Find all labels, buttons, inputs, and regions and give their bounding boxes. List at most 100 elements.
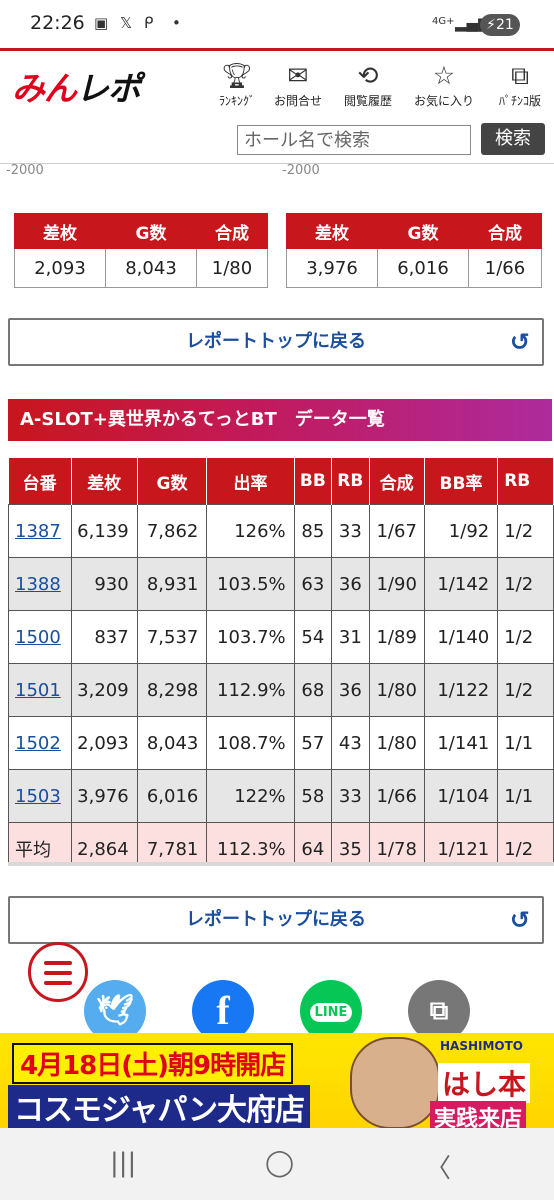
hall-search-input[interactable] xyxy=(237,125,471,155)
return-icon: ↺ xyxy=(509,328,530,356)
machine-number-cell[interactable]: 1503 xyxy=(8,769,72,823)
bb-cell: 63 xyxy=(293,557,333,611)
ad-person-image xyxy=(350,1037,440,1128)
bb-rate-cell: 1/104 xyxy=(423,769,499,823)
rate-cell: 112.9% xyxy=(206,663,295,717)
rb-cell: 33 xyxy=(331,504,370,558)
status-time: 22:26 xyxy=(30,12,85,34)
bb-cell: 57 xyxy=(293,716,333,770)
column-header: BB率 xyxy=(424,458,499,505)
machine-link[interactable]: 1503 xyxy=(15,785,61,807)
summary-value: 8,043 xyxy=(105,248,197,288)
machine-number-cell[interactable]: 1502 xyxy=(8,716,72,770)
summary-table-1502: 差枚 G数 合成 2,093 8,043 1/80 xyxy=(14,213,268,288)
report-top-label: レポートトップに戻る xyxy=(186,909,366,930)
machine-number-cell[interactable]: 1500 xyxy=(8,610,72,664)
rb-rate-cell: 1/2 xyxy=(497,663,554,717)
games-cell: 8,298 xyxy=(136,663,208,717)
chart-axis-label: -2000 xyxy=(282,163,320,178)
summary-header: 差枚 xyxy=(286,213,378,249)
bb-rate-cell: 1/92 xyxy=(423,504,499,558)
rb-rate-cell: 1/2 xyxy=(497,822,554,862)
summary-value: 3,976 xyxy=(286,248,378,288)
combined-cell: 1/90 xyxy=(368,557,425,611)
rb-rate-cell: 1/1 xyxy=(497,769,554,823)
nav-ranking[interactable]: 🏆︎ ﾗﾝｷﾝｸﾞ xyxy=(205,62,269,109)
machine-number-cell[interactable]: 1387 xyxy=(8,504,72,558)
column-header: 出率 xyxy=(206,458,295,505)
column-header: RB xyxy=(331,458,370,505)
back-icon[interactable]: 〈 xyxy=(425,1154,452,1184)
rate-cell: 112.3% xyxy=(206,822,295,862)
x-icon: 𝕏 xyxy=(120,14,133,32)
average-label: 平均 xyxy=(8,822,72,862)
machine-link[interactable]: 1500 xyxy=(15,626,61,648)
chart-axis-label: -2000 xyxy=(6,163,44,178)
horizontal-scrollbar[interactable] xyxy=(8,862,554,866)
section-title: A-SLOT+異世界かるてっとBT データ一覧 xyxy=(8,399,552,441)
star-icon: ☆ xyxy=(432,61,456,90)
column-header: BB xyxy=(294,458,333,505)
machine-data-table: 台番 差枚 G数 出率 BB RB 合成 BB率 RB 1387 6,139 7… xyxy=(8,458,554,862)
nav-history[interactable]: ⟲ 閲覧履歴 xyxy=(336,62,400,109)
games-cell: 8,931 xyxy=(136,557,208,611)
rate-cell: 103.5% xyxy=(206,557,295,611)
recents-icon[interactable]: ||| xyxy=(110,1148,137,1178)
machine-link[interactable]: 1388 xyxy=(15,573,61,595)
ad-guest-name: はし本 xyxy=(438,1063,531,1103)
machine-link[interactable]: 1387 xyxy=(15,520,61,542)
bb-cell: 85 xyxy=(293,504,333,558)
trophy-icon: 🏆︎ xyxy=(221,61,253,90)
bb-rate-cell: 1/142 xyxy=(423,557,499,611)
machine-number-cell[interactable]: 1501 xyxy=(8,663,72,717)
diff-cell: 837 xyxy=(70,610,138,664)
machine-number-cell[interactable]: 1388 xyxy=(8,557,72,611)
bb-cell: 58 xyxy=(293,769,333,823)
report-top-button[interactable]: レポートトップに戻る ↺ xyxy=(8,896,544,944)
games-cell: 8,043 xyxy=(136,716,208,770)
copy-link-button[interactable]: ⧉ xyxy=(408,980,470,1042)
summary-header: 合成 xyxy=(196,213,268,249)
bb-rate-cell: 1/122 xyxy=(423,663,499,717)
report-top-label: レポートトップに戻る xyxy=(186,331,366,352)
rb-cell: 36 xyxy=(331,557,370,611)
combined-cell: 1/67 xyxy=(368,504,425,558)
nav-contact[interactable]: ✉ お問合せ xyxy=(266,62,330,109)
floating-menu-button[interactable] xyxy=(28,942,88,1002)
summary-value: 6,016 xyxy=(377,248,469,288)
data-table-scroll-area[interactable]: 台番 差枚 G数 出率 BB RB 合成 BB率 RB 1387 6,139 7… xyxy=(8,458,554,862)
games-cell: 6,016 xyxy=(136,769,208,823)
ad-guest-visit: 実践来店 xyxy=(430,1101,527,1128)
summary-value: 1/80 xyxy=(196,248,268,288)
line-share-button[interactable]: LINE xyxy=(300,980,362,1042)
twitter-share-button[interactable]: 🕊︎ xyxy=(84,980,146,1042)
search-button[interactable]: 検索 xyxy=(481,123,545,155)
combined-cell: 1/80 xyxy=(368,663,425,717)
games-cell: 7,862 xyxy=(136,504,208,558)
summary-header: 合成 xyxy=(468,213,542,249)
rb-cell: 35 xyxy=(331,822,370,862)
bb-rate-cell: 1/121 xyxy=(423,822,499,862)
rate-cell: 103.7% xyxy=(206,610,295,664)
machine-link[interactable]: 1501 xyxy=(15,679,61,701)
bb-cell: 54 xyxy=(293,610,333,664)
diff-cell: 930 xyxy=(70,557,138,611)
nav-favorites[interactable]: ☆ お気に入り xyxy=(413,61,474,109)
summary-table-1503: 差枚 G数 合成 3,976 6,016 1/66 xyxy=(286,213,542,288)
site-logo[interactable]: みんレポ xyxy=(12,69,141,108)
nav-pachinko[interactable]: ⧉ ﾊﾟﾁﾝｺ版 xyxy=(488,62,552,109)
diff-cell: 6,139 xyxy=(70,504,138,558)
diff-cell: 3,976 xyxy=(70,769,138,823)
column-header: G数 xyxy=(137,458,208,505)
report-top-button[interactable]: レポートトップに戻る ↺ xyxy=(8,318,544,366)
bb-rate-cell: 1/140 xyxy=(423,610,499,664)
home-icon[interactable]: ◯ xyxy=(265,1148,295,1178)
facebook-share-button[interactable]: f xyxy=(192,980,254,1042)
ad-banner[interactable]: 4月18日(土)朝9時開店 コスモジャパン大府店 HASHIMOTO はし本 実… xyxy=(0,1033,554,1128)
table-row: 1388 930 8,931 103.5% 63 36 1/90 1/142 1… xyxy=(8,557,554,611)
table-average-row: 平均 2,864 7,781 112.3% 64 35 1/78 1/121 1… xyxy=(8,822,554,862)
rb-rate-cell: 1/2 xyxy=(497,610,554,664)
machine-link[interactable]: 1502 xyxy=(15,732,61,754)
history-icon: ⟲ xyxy=(357,61,379,90)
combined-cell: 1/66 xyxy=(368,769,425,823)
